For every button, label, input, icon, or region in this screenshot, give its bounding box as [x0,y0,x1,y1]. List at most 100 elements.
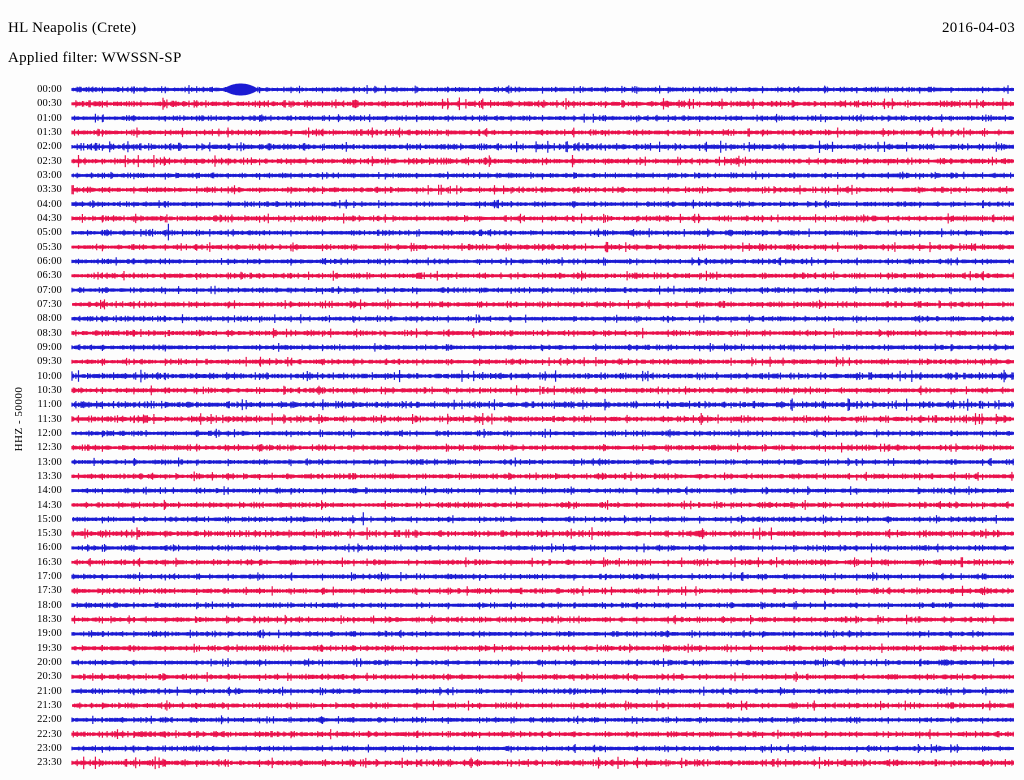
trace-row [71,543,1014,553]
time-label: 20:00 [37,657,62,668]
time-label: 16:30 [37,556,62,568]
time-label: 03:30 [37,184,62,196]
time-label: 09:30 [37,356,62,368]
helicorder-plot [71,83,1014,770]
time-label: 02:00 [37,141,62,153]
trace-row [71,686,1014,696]
trace-row [71,213,1014,224]
time-label: 04:00 [37,198,62,210]
trace-row [71,499,1014,510]
trace-row [71,729,1014,740]
time-label: 17:00 [37,571,62,583]
time-label: 03:00 [37,170,62,181]
filter-label: Applied filter: WWSSN-SP [8,50,182,66]
time-label: 15:30 [37,528,62,540]
time-label: 08:00 [37,313,62,325]
trace-row [71,457,1014,467]
trace-row [71,428,1014,438]
trace-row [71,327,1014,339]
trace-row [71,413,1014,425]
time-label: 11:30 [37,413,62,425]
trace-row [71,572,1014,582]
trace-row [71,471,1014,482]
time-label: 02:30 [37,155,62,167]
trace-row [71,756,1014,770]
trace-row [71,585,1014,596]
trace-row [71,127,1014,138]
trace-row [71,184,1014,195]
trace-row [71,83,1014,96]
trace-row [71,744,1014,753]
date-label: 2016-04-03 [942,20,1015,36]
trace-row [71,140,1014,153]
time-label: 19:00 [37,628,62,640]
trace-row [71,97,1014,111]
time-label: 04:30 [37,212,62,224]
time-label: 06:30 [37,270,62,282]
trace-row [71,241,1014,253]
time-label: 00:30 [37,98,62,110]
trace-row [71,557,1013,568]
time-label: 14:30 [37,499,62,511]
time-label: 00:00 [37,84,62,95]
trace-row [71,343,1014,352]
time-label: 12:00 [37,427,62,439]
trace-row [71,223,1014,241]
trace-row [71,527,1014,540]
trace-row [71,285,1014,295]
time-label: 05:30 [37,241,62,253]
time-label: 08:30 [37,327,62,339]
station-title: HL Neapolis (Crete) [8,20,137,36]
trace-row [71,257,1014,266]
time-label: 20:30 [37,671,62,683]
trace-row [71,629,1014,639]
time-label: 10:00 [37,370,62,382]
trace-row [71,356,1014,367]
trace-row [71,314,1014,324]
time-label: 09:00 [37,341,62,353]
time-label: 07:30 [37,298,62,310]
trace-row [71,614,1014,625]
time-label: 21:00 [37,685,62,697]
time-label: 19:30 [37,642,62,654]
trace-row [71,715,1014,725]
time-label: 23:30 [37,757,62,769]
trace-row [71,113,1014,123]
trace-row [72,700,1014,711]
time-label: 11:00 [37,399,62,411]
trace-row [71,442,1014,453]
trace-row [71,398,1014,411]
time-label: 12:30 [37,442,62,454]
trace-row [71,171,1014,180]
trace-row [71,658,1014,667]
trace-row [71,671,1014,682]
trace-row [71,155,1014,168]
trace-row [71,643,1014,653]
time-label: 23:00 [37,743,62,754]
time-label: 06:00 [37,255,62,267]
time-label: 15:00 [37,513,62,525]
time-label: 18:30 [37,614,62,626]
time-label: 14:00 [37,485,62,497]
trace-row [72,512,1014,526]
trace-row [71,199,1014,209]
trace-row [71,385,1014,396]
trace-row [72,299,1014,310]
time-label: 17:30 [37,585,62,597]
time-label: 10:30 [37,384,62,396]
time-label: 22:30 [37,728,62,740]
time-label: 05:00 [37,227,62,239]
trace-row [71,486,1014,496]
time-label: 01:30 [37,127,62,138]
time-label: 07:00 [37,284,62,296]
time-label: 13:00 [37,456,62,468]
trace-row [71,600,1014,610]
time-label: 01:00 [37,112,62,124]
time-label: 18:00 [37,599,62,611]
trace-row [71,270,1014,281]
time-label: 13:30 [37,470,62,482]
trace-row [71,369,1014,383]
time-label: 21:30 [37,700,62,711]
time-label: 22:00 [37,714,62,726]
